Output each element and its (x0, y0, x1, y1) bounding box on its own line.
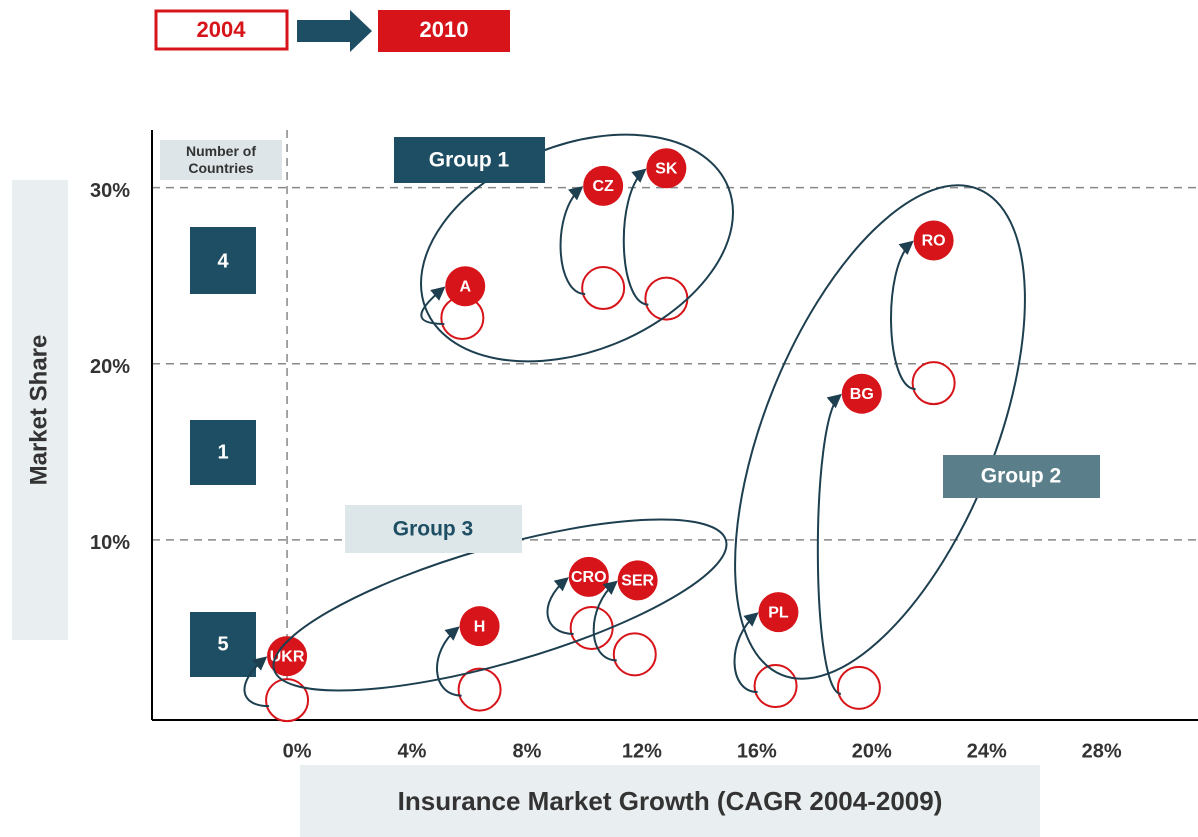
point-2004 (581, 266, 626, 311)
point-2010 (841, 373, 882, 414)
count-box (190, 420, 256, 485)
y-axis-title: Market Share (25, 335, 52, 486)
point-2010 (617, 560, 658, 601)
point-label: SK (655, 160, 678, 177)
x-tick-label: 0% (283, 740, 312, 762)
legend-label: 2004 (197, 17, 247, 42)
point-label: CRO (571, 569, 607, 586)
group-label-box (394, 137, 545, 183)
point-2010 (758, 592, 799, 633)
count-box (190, 227, 256, 294)
x-tick-label: 20% (852, 740, 892, 762)
point-2010 (583, 165, 624, 206)
point-2004 (836, 665, 881, 710)
group-label-box (345, 505, 522, 553)
point-2010 (445, 266, 486, 307)
x-tick-label: 16% (737, 740, 777, 762)
point-2010 (913, 220, 954, 261)
trajectory-arrow (420, 286, 446, 325)
point-label: H (474, 618, 486, 635)
group-label: Group 2 (981, 465, 1062, 488)
point-label: PL (768, 604, 789, 621)
trajectory-arrow (559, 186, 586, 296)
count-header-text: Number of Countries (186, 143, 256, 176)
legend-label: 2010 (420, 17, 469, 42)
point-label: RO (922, 233, 946, 250)
point-label: BG (850, 386, 874, 403)
point-2004 (644, 276, 689, 321)
x-axis-title: Insurance Market Growth (CAGR 2004-2009) (398, 786, 943, 816)
point-2004 (569, 605, 614, 650)
point-label: A (459, 278, 471, 295)
y-title-band (12, 180, 68, 640)
group-label-box (943, 455, 1100, 498)
plot: 10% 20% 30% 0% 4% 8% 12% 16% 20% 24% 28% A CZ SK RO BG C… (90, 130, 1198, 762)
x-tick-label: 24% (967, 740, 1007, 762)
y-tick-label: 10% (90, 532, 130, 554)
legend-box-2010 (378, 10, 510, 52)
legend-arrow (297, 10, 372, 52)
count-header-box (160, 140, 282, 180)
count-header: Number of Countries (186, 143, 256, 176)
point-2004 (911, 361, 956, 406)
x-tick-label: 4% (398, 740, 427, 762)
point-label: CZ (592, 178, 614, 195)
group-label: Group 1 (429, 149, 510, 172)
point-2004 (612, 632, 657, 677)
y-tick-label: 30% (90, 180, 130, 202)
legend-box-2004 (154, 9, 289, 51)
trajectory-arrow (546, 577, 574, 635)
count-box (190, 612, 256, 677)
group-label: Group 3 (393, 518, 474, 541)
x-tick-label: 8% (512, 740, 541, 762)
point-2004 (265, 678, 310, 723)
count: 1 (217, 441, 228, 463)
point-2010 (568, 556, 609, 597)
trajectory-arrow (890, 240, 916, 391)
point-2010 (646, 148, 687, 189)
trajectory-arrow (592, 580, 618, 662)
trajectory-arrow (243, 656, 270, 708)
count: 4 (217, 250, 229, 272)
point-2010 (267, 636, 308, 677)
point-label: SER (621, 573, 654, 590)
trajectory-arrow (816, 393, 842, 695)
x-title-band (300, 765, 1040, 837)
group-ellipse (734, 184, 1026, 680)
y-tick-label: 20% (90, 356, 130, 378)
x-tick-label: 28% (1082, 740, 1122, 762)
trajectory-arrow (733, 612, 759, 694)
point-2010 (459, 606, 500, 647)
count: 5 (217, 633, 228, 655)
trajectory-arrow (622, 168, 649, 306)
x-tick-label: 12% (622, 740, 662, 762)
trajectory-arrow (436, 626, 462, 697)
point-2004 (457, 667, 502, 712)
